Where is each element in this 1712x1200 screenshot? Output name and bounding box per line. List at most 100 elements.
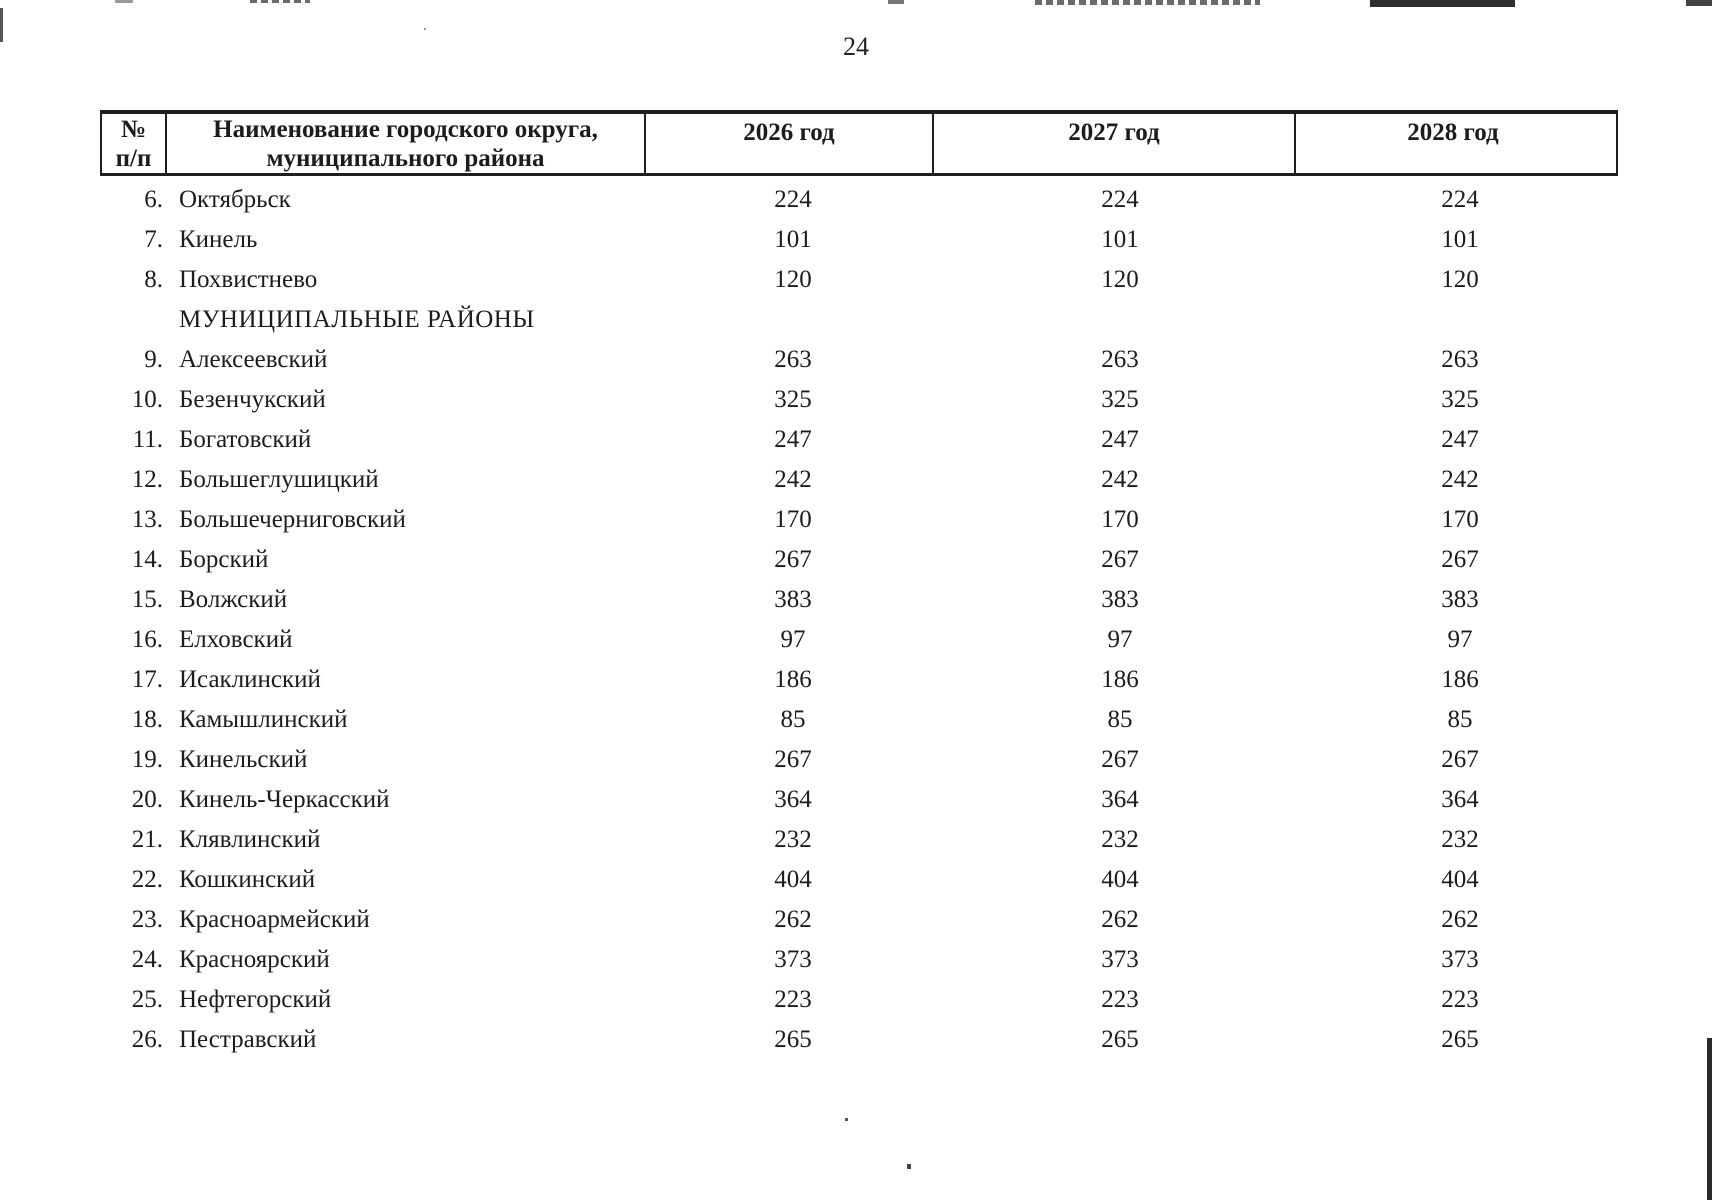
value-2026-cell: 232 — [774, 826, 812, 853]
district-name-cell: Пестравский — [179, 1026, 317, 1053]
value-2026-cell: 364 — [774, 786, 812, 813]
page-number: 24 — [843, 32, 869, 61]
value-2028-cell: 170 — [1441, 506, 1479, 533]
value-2028-cell: 223 — [1441, 986, 1479, 1013]
header-cell-row-number: № п/п — [102, 114, 167, 173]
value-2027-cell: 325 — [1101, 386, 1139, 413]
header-cell-year-2028: 2028 год — [1296, 114, 1610, 173]
row-number-cell: 9. — [144, 346, 163, 373]
value-2027-cell: 101 — [1101, 226, 1139, 253]
table-row: 12. Большеглушицкий 242 242 242 — [100, 460, 1618, 500]
district-name-cell: МУНИЦИПАЛЬНЫЕ РАЙОНЫ — [179, 306, 535, 333]
scan-artifact — [845, 1118, 848, 1121]
district-name-cell: Кинельский — [179, 746, 308, 773]
row-number-cell: 21. — [131, 826, 163, 853]
header-name-line2: муниципального района — [266, 144, 545, 172]
value-2027-cell: 247 — [1101, 426, 1139, 453]
table-row: 9. Алексеевский 263 263 263 — [100, 340, 1618, 380]
district-name-cell: Нефтегорский — [179, 986, 332, 1013]
table-row: 19. Кинельский 267 267 267 — [100, 740, 1618, 780]
header-cell-year-2026: 2026 год — [646, 114, 934, 173]
scan-artifact — [0, 8, 3, 42]
scan-artifact — [1707, 1038, 1712, 1200]
value-2027-cell: 232 — [1101, 826, 1139, 853]
row-number-cell: 22. — [131, 866, 163, 893]
value-2026-cell: 373 — [774, 946, 812, 973]
table-row: 6. Октябрьск 224 224 224 — [100, 180, 1618, 220]
table-row: 20. Кинель-Черкасский 364 364 364 — [100, 780, 1618, 820]
value-2028-cell: 101 — [1441, 226, 1479, 253]
value-2026-cell: 247 — [774, 426, 812, 453]
value-2027-cell: 170 — [1101, 506, 1139, 533]
district-name-cell: Большечерниговский — [179, 506, 406, 533]
row-number-cell: 18. — [131, 706, 163, 733]
value-2027-cell: 263 — [1101, 346, 1139, 373]
row-number-cell: 10. — [131, 386, 163, 413]
district-name-cell: Кинель-Черкасский — [179, 786, 390, 813]
header-num-line1: № — [120, 115, 147, 143]
district-name-cell: Красноярский — [179, 946, 330, 973]
value-2027-cell: 85 — [1107, 706, 1133, 733]
value-2028-cell: 85 — [1447, 706, 1473, 733]
value-2028-cell: 120 — [1441, 266, 1479, 293]
district-name-cell: Кошкинский — [179, 866, 316, 893]
district-name-cell: Большеглушицкий — [179, 466, 379, 493]
header-name-line1: Наименование городского округа, — [213, 115, 598, 143]
value-2027-cell: 265 — [1101, 1026, 1139, 1053]
value-2027-cell: 267 — [1101, 746, 1139, 773]
header-num-line2: п/п — [115, 144, 152, 172]
table-row: МУНИЦИПАЛЬНЫЕ РАЙОНЫ — [100, 300, 1618, 340]
district-name-cell: Похвистнево — [179, 266, 318, 293]
value-2026-cell: 223 — [774, 986, 812, 1013]
scan-artifact — [1686, 0, 1712, 6]
table-row: 10. Безенчукский 325 325 325 — [100, 380, 1618, 420]
value-2027-cell: 224 — [1101, 186, 1139, 213]
value-2026-cell: 263 — [774, 346, 812, 373]
district-name-cell: Алексеевский — [179, 346, 328, 373]
table-body: 6. Октябрьск 224 224 224 7. Кинель 101 1… — [100, 176, 1618, 1060]
table-header-row: № п/п Наименование городского округа, му… — [100, 110, 1618, 176]
value-2026-cell: 265 — [774, 1026, 812, 1053]
table-row: 15. Волжский 383 383 383 — [100, 580, 1618, 620]
header-year-2026-label: 2026 год — [743, 119, 835, 146]
value-2028-cell: 267 — [1441, 746, 1479, 773]
value-2027-cell: 364 — [1101, 786, 1139, 813]
value-2026-cell: 224 — [774, 186, 812, 213]
header-year-2027-label: 2027 год — [1068, 119, 1160, 146]
value-2026-cell: 120 — [774, 266, 812, 293]
district-name-cell: Елховский — [179, 626, 293, 653]
table-row: 26. Пестравский 265 265 265 — [100, 1020, 1618, 1060]
value-2028-cell: 232 — [1441, 826, 1479, 853]
value-2027-cell: 267 — [1101, 546, 1139, 573]
value-2027-cell: 383 — [1101, 586, 1139, 613]
row-number-cell: 8. — [144, 266, 163, 293]
scan-artifact — [424, 28, 426, 30]
value-2028-cell: 186 — [1441, 666, 1479, 693]
district-name-cell: Красноармейский — [179, 906, 370, 933]
value-2026-cell: 267 — [774, 546, 812, 573]
row-number-cell: 13. — [131, 506, 163, 533]
row-number-cell: 24. — [131, 946, 163, 973]
table-row: 22. Кошкинский 404 404 404 — [100, 860, 1618, 900]
value-2027-cell: 186 — [1101, 666, 1139, 693]
row-number-cell: 6. — [144, 186, 163, 213]
value-2028-cell: 262 — [1441, 906, 1479, 933]
table-row: 23. Красноармейский 262 262 262 — [100, 900, 1618, 940]
scan-artifact — [250, 0, 310, 3]
value-2026-cell: 186 — [774, 666, 812, 693]
scan-artifact — [888, 0, 904, 4]
district-name-cell: Кинель — [179, 226, 258, 253]
value-2026-cell: 85 — [780, 706, 806, 733]
row-number-cell: 20. — [131, 786, 163, 813]
value-2026-cell: 97 — [780, 626, 806, 653]
table-row: 25. Нефтегорский 223 223 223 — [100, 980, 1618, 1020]
value-2026-cell: 404 — [774, 866, 812, 893]
value-2027-cell: 97 — [1107, 626, 1133, 653]
table-row: 17. Исаклинский 186 186 186 — [100, 660, 1618, 700]
header-cell-year-2027: 2027 год — [934, 114, 1296, 173]
district-name-cell: Борский — [179, 546, 269, 573]
scan-artifact — [907, 1164, 911, 1169]
value-2027-cell: 242 — [1101, 466, 1139, 493]
value-2028-cell: 242 — [1441, 466, 1479, 493]
district-name-cell: Камышлинский — [179, 706, 348, 733]
